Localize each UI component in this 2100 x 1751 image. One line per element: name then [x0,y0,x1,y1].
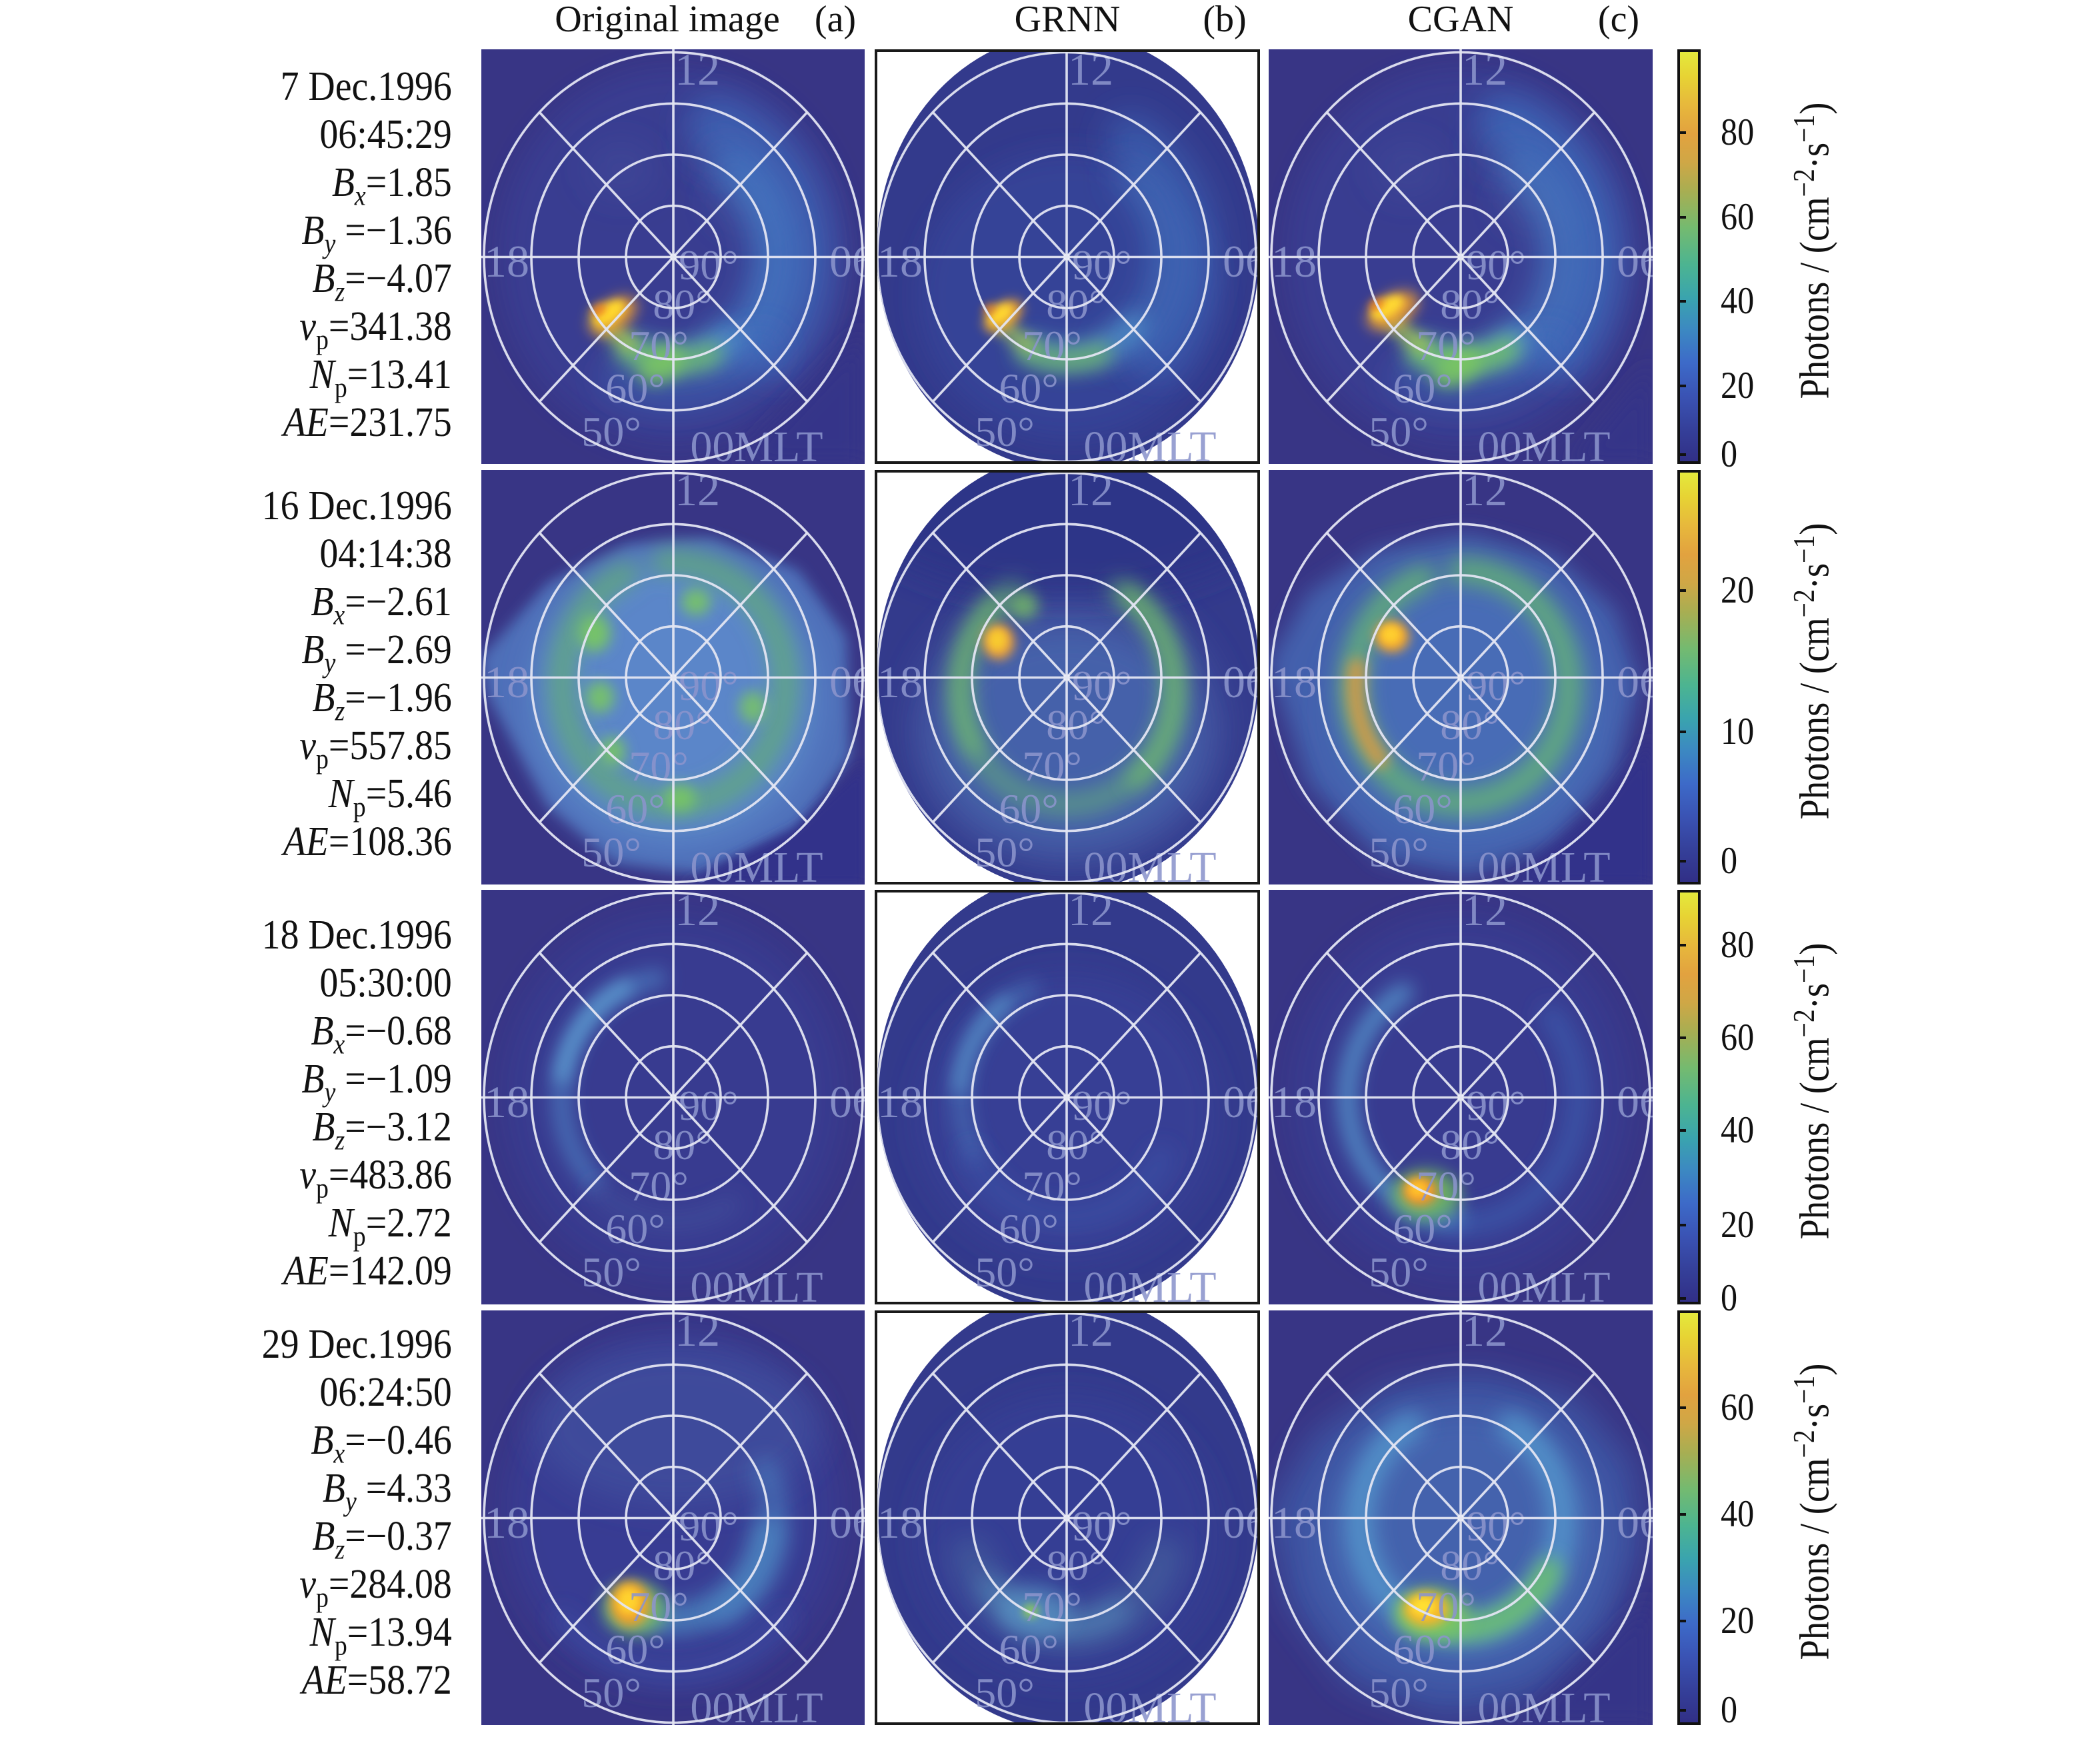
svg-text:70°: 70° [1416,322,1476,369]
svg-text:70°: 70° [1022,743,1082,790]
svg-text:18: 18 [484,1076,529,1127]
svg-text:70°: 70° [1022,322,1082,369]
svg-text:90°: 90° [679,1502,739,1550]
svg-text:80°: 80° [1046,1542,1106,1589]
svg-text:50°: 50° [975,408,1035,455]
svg-text:50°: 50° [975,829,1035,876]
svg-text:18: 18 [1271,1076,1317,1127]
svg-text:80°: 80° [1440,1121,1500,1168]
svg-text:06: 06 [829,1076,865,1127]
svg-text:50°: 50° [1369,408,1429,455]
svg-text:18: 18 [877,1076,923,1127]
svg-text:80°: 80° [1046,701,1106,749]
svg-text:18: 18 [877,657,923,707]
svg-text:50°: 50° [581,1248,641,1296]
svg-text:70°: 70° [629,743,689,790]
svg-text:80°: 80° [1440,701,1500,749]
svg-text:06: 06 [1223,657,1260,707]
svg-text:50°: 50° [1369,1248,1429,1296]
svg-text:18: 18 [1271,1497,1317,1548]
svg-text:06: 06 [1617,1076,1653,1127]
svg-text:70°: 70° [629,1583,689,1630]
svg-text:90°: 90° [1072,1082,1132,1129]
svg-text:70°: 70° [1022,1162,1082,1210]
svg-text:70°: 70° [1416,1162,1476,1210]
svg-text:90°: 90° [1466,662,1526,709]
svg-text:06: 06 [829,657,865,707]
svg-text:18: 18 [484,657,529,707]
svg-text:90°: 90° [1072,1502,1132,1550]
svg-text:70°: 70° [629,1162,689,1210]
svg-text:50°: 50° [975,1248,1035,1296]
svg-text:18: 18 [877,1497,923,1548]
svg-text:80°: 80° [653,281,713,328]
svg-text:50°: 50° [1369,1669,1429,1716]
svg-text:18: 18 [484,1497,529,1548]
svg-text:18: 18 [484,236,529,287]
svg-text:06: 06 [1617,657,1653,707]
svg-text:80°: 80° [1440,281,1500,328]
svg-text:18: 18 [1271,657,1317,707]
svg-text:80°: 80° [653,1542,713,1589]
svg-text:80°: 80° [1046,1121,1106,1168]
svg-text:50°: 50° [581,829,641,876]
svg-text:90°: 90° [1072,662,1132,709]
svg-text:90°: 90° [1072,241,1132,289]
svg-text:06: 06 [1617,1497,1653,1548]
svg-text:50°: 50° [975,1669,1035,1716]
svg-text:70°: 70° [1022,1583,1082,1630]
svg-text:90°: 90° [1466,1082,1526,1129]
svg-text:50°: 50° [581,1669,641,1716]
svg-text:70°: 70° [1416,1583,1476,1630]
svg-text:90°: 90° [1466,241,1526,289]
svg-text:06: 06 [829,236,865,287]
svg-text:18: 18 [1271,236,1317,287]
svg-text:80°: 80° [653,1121,713,1168]
svg-text:80°: 80° [1046,281,1106,328]
svg-text:50°: 50° [1369,829,1429,876]
svg-text:70°: 70° [1416,743,1476,790]
svg-text:90°: 90° [679,241,739,289]
svg-text:06: 06 [829,1497,865,1548]
svg-text:18: 18 [877,236,923,287]
svg-text:90°: 90° [1466,1502,1526,1550]
svg-text:50°: 50° [581,408,641,455]
svg-text:80°: 80° [1440,1542,1500,1589]
svg-text:90°: 90° [679,1082,739,1129]
svg-text:06: 06 [1617,236,1653,287]
svg-text:06: 06 [1223,1497,1260,1548]
svg-text:90°: 90° [679,662,739,709]
svg-text:80°: 80° [653,701,713,749]
svg-text:70°: 70° [629,322,689,369]
svg-text:06: 06 [1223,1076,1260,1127]
svg-text:06: 06 [1223,236,1260,287]
